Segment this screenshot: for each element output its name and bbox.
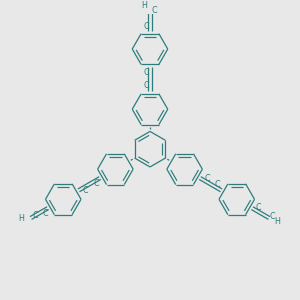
- Text: C: C: [144, 68, 150, 77]
- Text: H: H: [141, 2, 147, 10]
- Text: C: C: [215, 180, 220, 189]
- Text: C: C: [204, 174, 210, 183]
- Text: C: C: [152, 6, 158, 15]
- Text: C: C: [144, 81, 150, 90]
- Text: C: C: [32, 211, 38, 220]
- Text: H: H: [275, 217, 280, 226]
- Text: H: H: [18, 214, 24, 223]
- Text: C: C: [144, 22, 150, 31]
- Text: C: C: [83, 186, 88, 195]
- Text: C: C: [255, 203, 261, 212]
- Text: C: C: [269, 212, 275, 221]
- Text: C: C: [94, 179, 99, 188]
- Text: C: C: [42, 209, 48, 218]
